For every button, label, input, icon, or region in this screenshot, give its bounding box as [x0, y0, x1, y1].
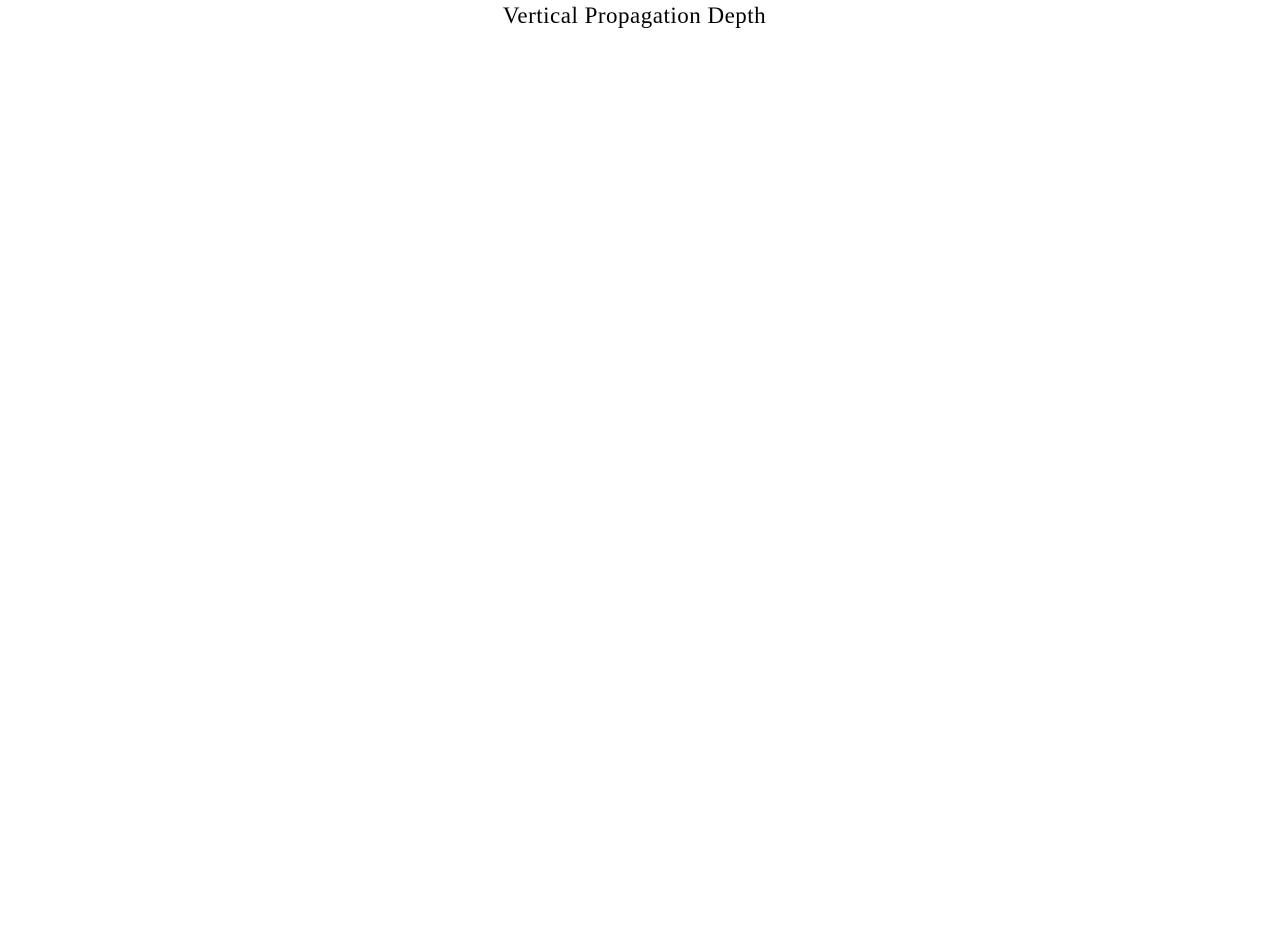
figure-title: Vertical Propagation Depth	[502, 3, 767, 28]
